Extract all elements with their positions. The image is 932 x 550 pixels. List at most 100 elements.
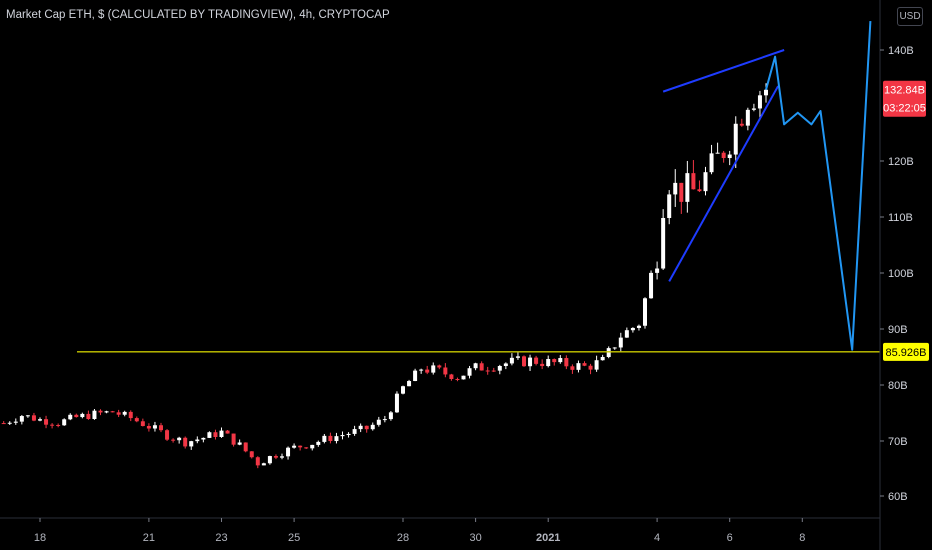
- candle-body: [141, 421, 145, 426]
- y-tick-label: 80B: [888, 380, 908, 392]
- candle-body: [407, 381, 411, 386]
- candle-body: [431, 365, 435, 372]
- x-tick-label: 6: [727, 532, 733, 544]
- candle-body: [280, 456, 284, 457]
- y-tick-label: 70B: [888, 436, 908, 448]
- candle-body: [570, 366, 574, 370]
- candle-body: [583, 363, 587, 366]
- candle-body: [613, 347, 617, 348]
- candle-body: [540, 364, 544, 366]
- candle-body: [480, 363, 484, 370]
- candle-body: [455, 379, 459, 380]
- candle-body: [153, 425, 157, 428]
- candle-body: [746, 110, 750, 126]
- candle-body: [213, 432, 217, 437]
- candle-body: [262, 463, 266, 465]
- x-tick-label: 2021: [536, 532, 560, 544]
- candle-body: [734, 124, 738, 155]
- candle-body: [449, 374, 453, 379]
- x-tick-label: 4: [654, 532, 660, 544]
- candle-body: [111, 411, 115, 412]
- candle-body: [80, 414, 84, 417]
- candle-body: [764, 90, 768, 96]
- candle-body: [8, 423, 12, 424]
- x-tick-label: 8: [799, 532, 805, 544]
- candle-body: [492, 371, 496, 372]
- candle-body: [564, 358, 568, 366]
- candle-body: [56, 425, 60, 426]
- candle-body: [86, 414, 90, 419]
- y-tick-label: 60B: [888, 491, 908, 503]
- candle-body: [468, 368, 472, 375]
- candle-body: [177, 438, 181, 440]
- candle-body: [462, 376, 466, 380]
- candle-body: [286, 448, 290, 457]
- candle-body: [625, 330, 629, 337]
- candle-body: [510, 358, 514, 364]
- candle-body: [661, 218, 665, 269]
- candle-body: [334, 436, 338, 441]
- candle-body: [413, 371, 417, 381]
- candle-body: [685, 173, 689, 202]
- last-price-label: 132.84B: [884, 85, 925, 97]
- candle-body: [99, 411, 103, 413]
- candle-body: [105, 411, 109, 412]
- candle-body: [250, 451, 254, 457]
- candle-body: [649, 273, 653, 298]
- candle-body: [316, 442, 320, 445]
- candle-body: [129, 412, 133, 418]
- candle-body: [14, 422, 18, 423]
- candle-body: [322, 436, 326, 442]
- x-tick-label: 23: [215, 532, 227, 544]
- candle-body: [353, 429, 357, 434]
- candle-body: [601, 357, 605, 360]
- candle-body: [728, 155, 732, 158]
- candle-body: [576, 363, 580, 370]
- candle-body: [20, 416, 24, 422]
- candle-body: [238, 442, 242, 444]
- candle-body: [395, 394, 399, 413]
- candle-body: [74, 415, 78, 417]
- countdown-label: 03:22:05: [883, 103, 926, 115]
- candle-body: [268, 456, 272, 463]
- candle-body: [328, 436, 332, 441]
- candle-body: [437, 365, 441, 367]
- x-tick-label: 28: [397, 532, 409, 544]
- candle-body: [135, 418, 139, 421]
- projection-path[interactable]: [766, 21, 870, 350]
- candle-body: [516, 356, 520, 357]
- candle-body: [619, 338, 623, 348]
- x-tick-label: 30: [469, 532, 481, 544]
- candle-body: [504, 363, 508, 366]
- candle-body: [474, 363, 478, 368]
- candle-body: [220, 431, 224, 437]
- candle-body: [304, 447, 308, 448]
- y-tick-label: 90B: [888, 324, 908, 336]
- candle-body: [546, 359, 550, 366]
- candle-body: [679, 183, 683, 202]
- candle-body: [758, 95, 762, 108]
- candle-body: [486, 370, 490, 371]
- drawings-layer[interactable]: [77, 21, 880, 352]
- candle-body: [522, 356, 526, 366]
- candle-body: [207, 432, 211, 438]
- candle-body: [673, 183, 677, 195]
- y-tick-label: 110B: [888, 212, 913, 224]
- candle-body: [607, 348, 611, 357]
- candle-body: [347, 434, 351, 435]
- candle-body: [68, 415, 72, 419]
- candle-body: [123, 412, 127, 415]
- candle-body: [32, 415, 36, 420]
- candle-body: [389, 412, 393, 419]
- candle-body: [341, 435, 345, 436]
- candle-body: [740, 124, 744, 126]
- candle-body: [365, 426, 369, 429]
- candle-body: [595, 360, 599, 369]
- candle-body: [244, 442, 248, 451]
- candle-body: [722, 153, 726, 158]
- candle-body: [716, 153, 720, 154]
- y-tick-label: 140B: [888, 45, 914, 57]
- candle-body: [44, 419, 48, 425]
- candle-body: [310, 445, 314, 448]
